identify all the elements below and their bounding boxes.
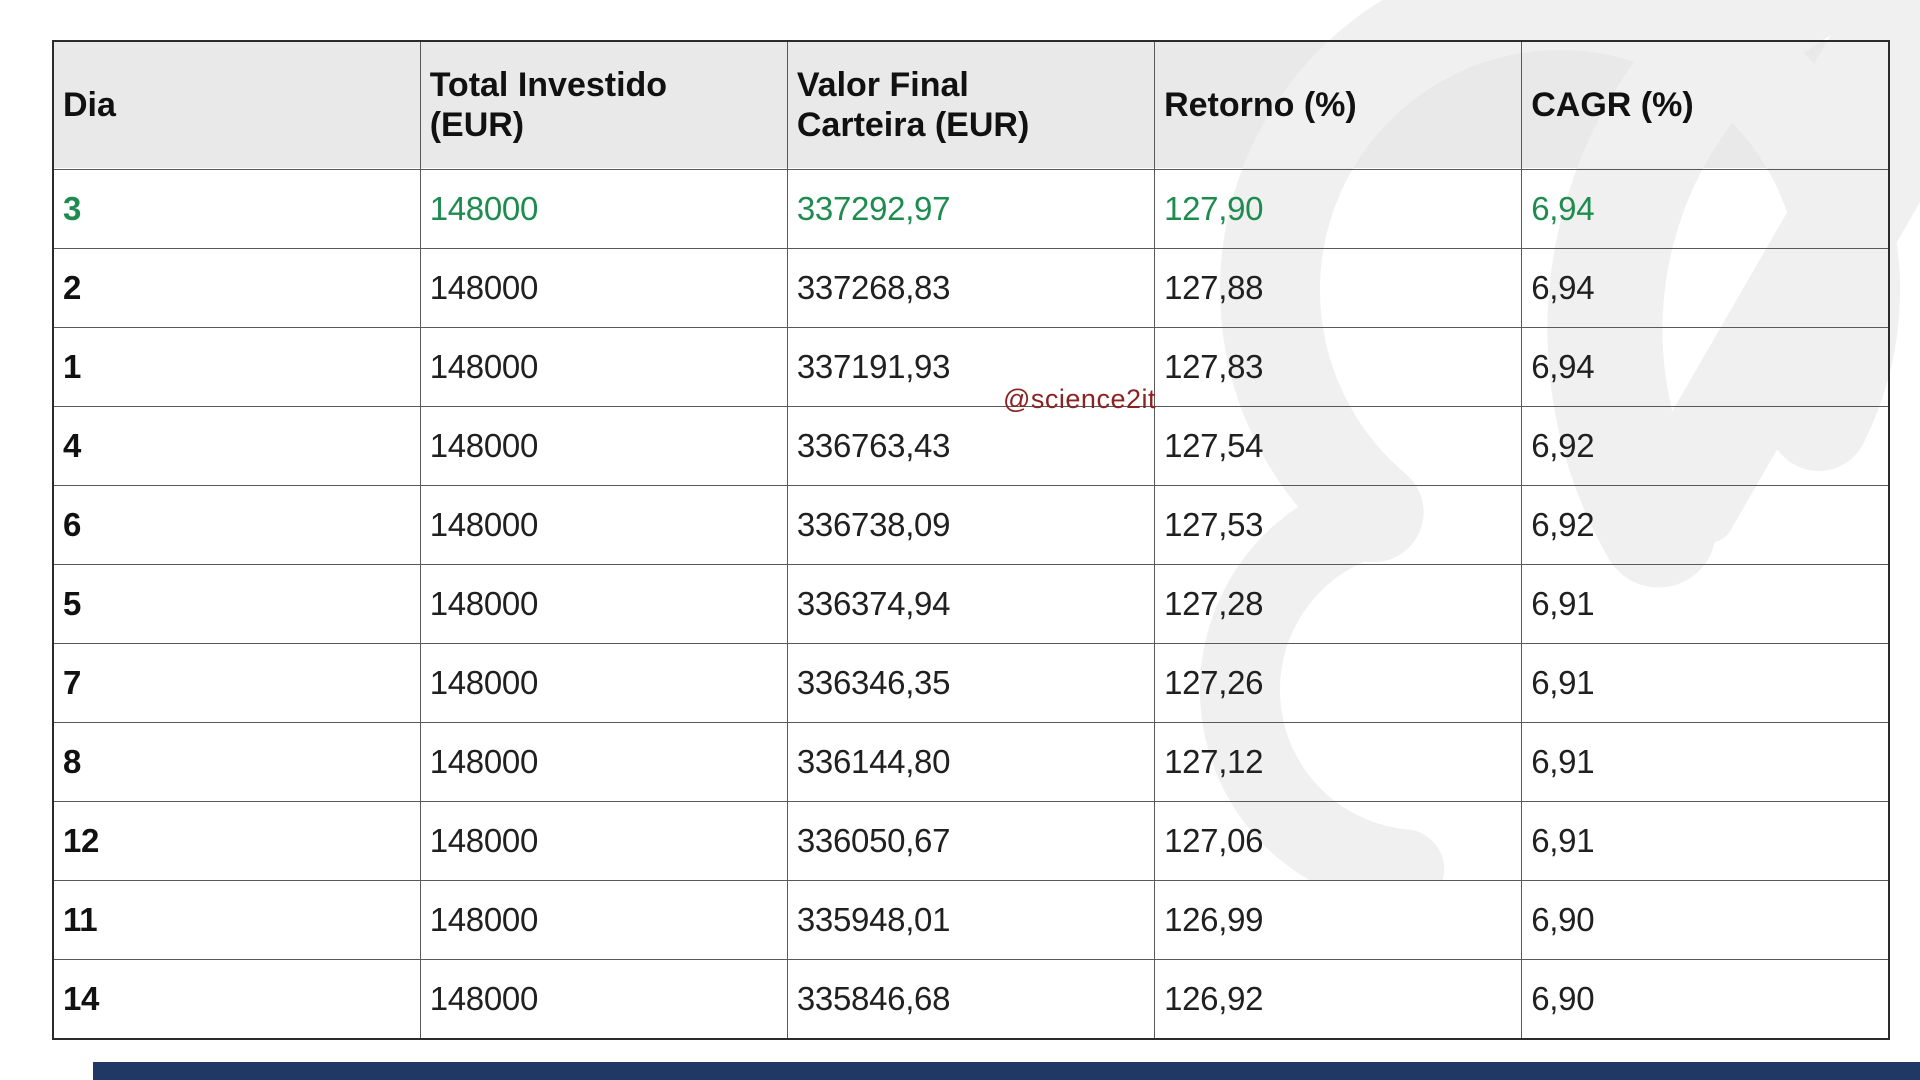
cell-valor-final: 336738,09 [786, 484, 1156, 565]
cell-dia: 3 [52, 168, 421, 249]
cell-total-investido: 148000 [419, 642, 788, 724]
cell-dia: 2 [52, 247, 421, 328]
cell-dia: 4 [52, 405, 421, 486]
creator-handle-watermark: @science2it [1003, 384, 1156, 414]
cell-dia: 8 [52, 722, 421, 803]
header-cagr: CAGR (%) [1521, 40, 1890, 170]
cell-cagr: 6,90 [1521, 959, 1890, 1040]
cell-total-investido: 148000 [419, 326, 788, 407]
cell-dia: 11 [52, 880, 421, 961]
cell-retorno: 127,83 [1154, 326, 1523, 407]
table-header: Dia Total Investido (EUR) Valor Final Ca… [52, 40, 1890, 170]
cell-valor-final: 336144,80 [786, 722, 1156, 803]
cell-dia: 5 [52, 563, 421, 644]
table-row: 5 148000 336374,94 127,28 6,91 [52, 563, 1890, 644]
cell-retorno: 127,06 [1154, 801, 1523, 882]
table-row: 6 148000 336738,09 127,53 6,92 [52, 484, 1890, 565]
cell-total-investido: 148000 [419, 880, 788, 961]
header-valor-final-carteira: Valor Final Carteira (EUR) [786, 40, 1156, 170]
cell-retorno: 126,92 [1154, 959, 1523, 1040]
cell-retorno: 126,99 [1154, 880, 1523, 961]
header-total-investido: Total Investido (EUR) [419, 40, 788, 170]
cell-total-investido: 148000 [419, 722, 788, 803]
cell-cagr: 6,94 [1521, 247, 1890, 328]
cell-retorno: 127,54 [1154, 405, 1523, 486]
cell-valor-final: 335846,68 [786, 959, 1156, 1040]
cell-retorno: 127,88 [1154, 247, 1523, 328]
cell-valor-final: 336346,35 [786, 642, 1156, 724]
cell-retorno: 127,12 [1154, 722, 1523, 803]
footer-bar [93, 1062, 1920, 1080]
table-row: 4 148000 336763,43 127,54 6,92 [52, 405, 1890, 486]
cell-valor-final: 337268,83 [786, 247, 1156, 328]
table-row: 7 148000 336346,35 127,26 6,91 [52, 642, 1890, 724]
cell-dia: 12 [52, 801, 421, 882]
cell-valor-final: 337191,93 [786, 326, 1156, 407]
table-row: 1 148000 337191,93 127,83 6,94 [52, 326, 1890, 407]
cell-retorno: 127,90 [1154, 168, 1523, 249]
cell-valor-final: 335948,01 [786, 880, 1156, 961]
cell-retorno: 127,53 [1154, 484, 1523, 565]
header-row: Dia Total Investido (EUR) Valor Final Ca… [52, 40, 1890, 170]
cell-dia: 6 [52, 484, 421, 565]
table-row: 11 148000 335948,01 126,99 6,90 [52, 880, 1890, 961]
investment-results-table: Dia Total Investido (EUR) Valor Final Ca… [52, 40, 1890, 1040]
cell-valor-final: 337292,97 [786, 168, 1156, 249]
table-row: 14 148000 335846,68 126,92 6,90 [52, 959, 1890, 1040]
header-dia: Dia [52, 40, 421, 170]
cell-cagr: 6,91 [1521, 563, 1890, 644]
cell-dia: 14 [52, 959, 421, 1040]
cell-total-investido: 148000 [419, 247, 788, 328]
header-retorno: Retorno (%) [1154, 40, 1523, 170]
cell-total-investido: 148000 [419, 959, 788, 1040]
cell-cagr: 6,94 [1521, 168, 1890, 249]
cell-total-investido: 148000 [419, 801, 788, 882]
cell-dia: 1 [52, 326, 421, 407]
cell-total-investido: 148000 [419, 405, 788, 486]
cell-total-investido: 148000 [419, 168, 788, 249]
cell-retorno: 127,28 [1154, 563, 1523, 644]
cell-cagr: 6,91 [1521, 722, 1890, 803]
cell-total-investido: 148000 [419, 484, 788, 565]
cell-valor-final: 336763,43 [786, 405, 1156, 486]
table-body: 3 148000 337292,97 127,90 6,94 2 148000 337268,… [52, 168, 1890, 1040]
table-row: 3 148000 337292,97 127,90 6,94 [52, 168, 1890, 249]
cell-retorno: 127,26 [1154, 642, 1523, 724]
table-row: 8 148000 336144,80 127,12 6,91 [52, 722, 1890, 803]
cell-valor-final: 336050,67 [786, 801, 1156, 882]
cell-valor-final: 336374,94 [786, 563, 1156, 644]
cell-cagr: 6,92 [1521, 405, 1890, 486]
cell-cagr: 6,94 [1521, 326, 1890, 407]
cell-dia: 7 [52, 642, 421, 724]
cell-cagr: 6,90 [1521, 880, 1890, 961]
table-row: 2 148000 337268,83 127,88 6,94 [52, 247, 1890, 328]
cell-cagr: 6,92 [1521, 484, 1890, 565]
cell-cagr: 6,91 [1521, 642, 1890, 724]
cell-total-investido: 148000 [419, 563, 788, 644]
cell-cagr: 6,91 [1521, 801, 1890, 882]
table-row: 12 148000 336050,67 127,06 6,91 [52, 801, 1890, 882]
